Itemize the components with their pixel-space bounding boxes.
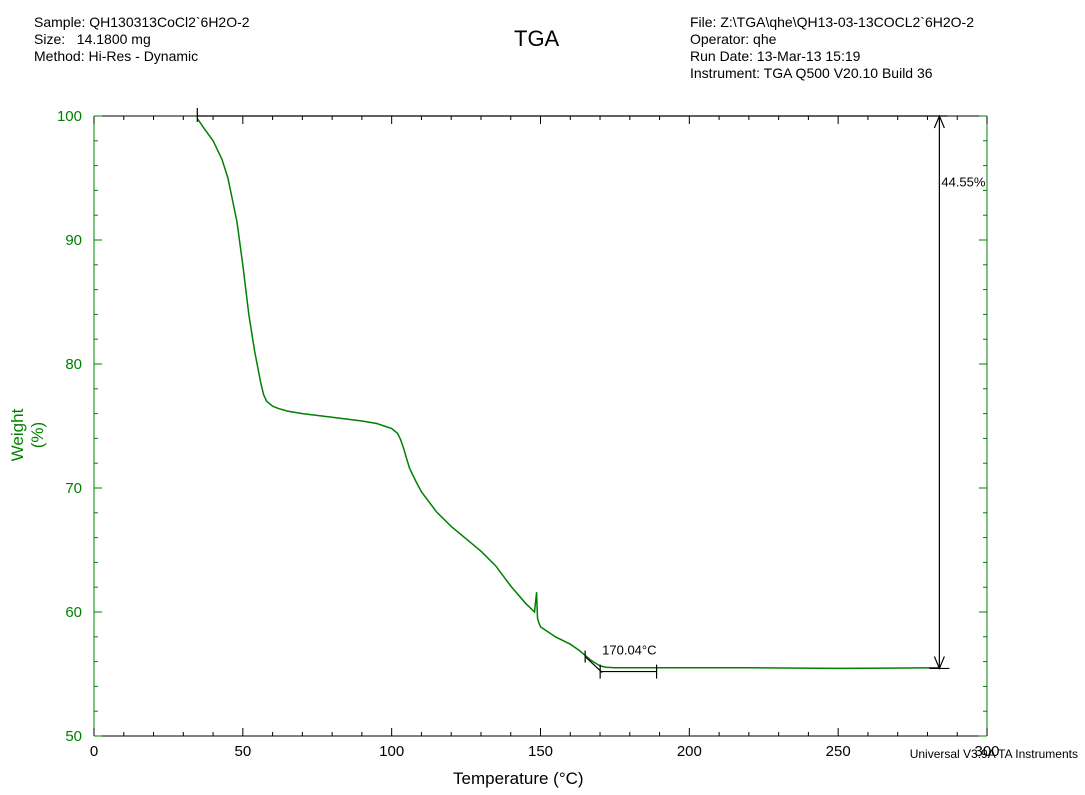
weight-curve (196, 118, 940, 670)
x-tick-label: 50 (234, 743, 251, 760)
y-tick-label: 60 (65, 604, 82, 621)
step-change-label: 44.55% (941, 174, 986, 189)
y-tick-label: 80 (65, 356, 82, 373)
plot-frame (93, 115, 988, 737)
axis-ticks (93, 115, 988, 737)
x-tick-label: 250 (826, 743, 851, 760)
software-footer: Universal V3.9A TA Instruments (909, 747, 1078, 761)
y-tick-label: 50 (65, 728, 82, 745)
onset-tangent (584, 656, 603, 673)
tick-labels: 0 50 100 150 200 250 300 50 60 70 80 90 100 (57, 108, 1000, 760)
size-line: Size: 14.1800 mg (34, 31, 151, 47)
sample-line: Sample: QH130313CoCl2`6H2O-2 (34, 14, 250, 30)
weight-curve-group (196, 118, 940, 670)
method-line: Method: Hi-Res - Dynamic (34, 48, 199, 64)
x-tick-label: 300 (974, 743, 999, 760)
onset-label: 170.04°C (602, 643, 656, 658)
y-tick-label: 100 (57, 108, 82, 125)
step-arrow-head-top (933, 114, 945, 129)
y-tick-label: 70 (65, 480, 82, 497)
file-line: File: Z:\TGA\qhe\QH13-03-13COCL2`6H2O-2 (690, 14, 974, 30)
run-date-line: Run Date: 13-Mar-13 15:19 (690, 48, 861, 64)
chart-title: TGA (514, 26, 560, 51)
x-tick-label: 100 (379, 743, 404, 760)
y-tick-label: 90 (65, 232, 82, 249)
sample-info: Sample: QH130313CoCl2`6H2O-2 Size: 14.18… (34, 14, 250, 65)
annotations: 44.55% 170.04°C (196, 108, 986, 679)
instrument-line: Instrument: TGA Q500 V20.10 Build 36 (690, 65, 933, 81)
step-arrow-head-bottom (933, 656, 945, 670)
x-axis-label: Temperature (°C) (453, 769, 584, 788)
y-axis-label: Weight (%) (8, 408, 47, 462)
x-tick-label: 150 (528, 743, 553, 760)
x-tick-label: 0 (90, 743, 98, 760)
operator-line: Operator: qhe (690, 31, 777, 47)
file-info: File: Z:\TGA\qhe\QH13-03-13COCL2`6H2O-2 … (690, 14, 974, 82)
x-tick-label: 200 (677, 743, 702, 760)
